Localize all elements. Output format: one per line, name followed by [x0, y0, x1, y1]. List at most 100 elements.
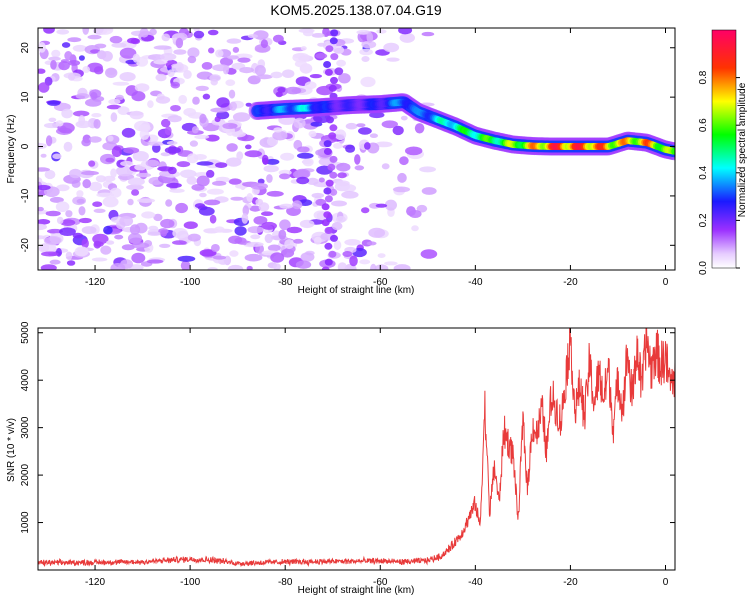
- noise-blob: [87, 34, 102, 40]
- noise-blob: [47, 100, 61, 106]
- noise-blob: [232, 46, 240, 53]
- noise-blob: [81, 138, 91, 147]
- noise-blob: [119, 72, 136, 82]
- noise-blob: [155, 73, 167, 82]
- noise-blob: [106, 104, 122, 110]
- noise-blob: [110, 112, 118, 123]
- noise-blob: [134, 120, 150, 132]
- noise-blob: [193, 154, 207, 160]
- noise-blob: [359, 259, 371, 265]
- x-tick-label: -100: [180, 577, 200, 588]
- noise-blob: [155, 96, 171, 104]
- noise-blob: [131, 252, 146, 264]
- noise-blob: [337, 262, 347, 270]
- noise-blob: [421, 31, 435, 37]
- noise-blob: [285, 86, 302, 95]
- noise-blob: [78, 206, 86, 216]
- noise-blob: [114, 234, 124, 240]
- noise-blob: [244, 150, 262, 158]
- noise-blob: [127, 232, 143, 244]
- noise-blob: [308, 130, 317, 138]
- noise-blob: [78, 217, 92, 224]
- noise-blob: [225, 79, 236, 86]
- noise-blob: [59, 227, 76, 236]
- noise-blob: [239, 67, 255, 74]
- noise-blob: [132, 151, 149, 162]
- noise-blob: [215, 162, 228, 169]
- noise-blob: [420, 249, 438, 259]
- noise-blob: [336, 180, 350, 187]
- noise-blob: [330, 29, 339, 37]
- noise-blob: [377, 253, 386, 258]
- noise-blob: [324, 68, 333, 76]
- noise-blob: [261, 211, 274, 216]
- noise-blob: [299, 219, 315, 229]
- noise-blob: [295, 260, 312, 269]
- noise-blob: [341, 191, 359, 199]
- noise-blob: [45, 135, 53, 147]
- noise-blob: [315, 149, 325, 156]
- noise-blob: [336, 162, 351, 172]
- noise-blob: [311, 33, 325, 38]
- x-tick-label: -80: [278, 277, 293, 288]
- noise-blob: [237, 57, 251, 63]
- noise-blob: [393, 264, 411, 270]
- noise-blob: [167, 69, 175, 77]
- noise-blob: [293, 117, 306, 129]
- noise-blob: [109, 35, 123, 44]
- noise-blob: [272, 34, 284, 43]
- noise-blob: [278, 229, 287, 240]
- noise-blob: [149, 28, 157, 36]
- noise-blob: [119, 47, 137, 59]
- noise-blob: [103, 225, 113, 235]
- noise-blob: [192, 96, 200, 105]
- noise-blob: [136, 172, 152, 178]
- noise-blob: [329, 37, 338, 45]
- noise-blob: [112, 81, 130, 86]
- noise-blob: [92, 201, 103, 207]
- noise-blob: [304, 81, 317, 90]
- noise-blob: [230, 196, 244, 201]
- noise-blob: [209, 74, 221, 82]
- noise-blob: [330, 53, 339, 61]
- noise-blob: [345, 144, 356, 153]
- noise-blob: [255, 198, 264, 206]
- noise-blob: [302, 157, 314, 167]
- noise-blob: [323, 140, 332, 148]
- noise-blob: [336, 59, 346, 67]
- noise-blob: [160, 152, 171, 157]
- noise-blob: [247, 34, 258, 39]
- noise-blob: [349, 255, 358, 267]
- snr-x-label: Height of straight line (km): [298, 585, 415, 596]
- noise-blob: [134, 83, 150, 92]
- noise-blob: [183, 70, 192, 79]
- spectrogram-y-axis: -20 -10 0 10 20: [20, 42, 675, 253]
- noise-blob: [345, 122, 358, 130]
- noise-blob: [153, 59, 168, 65]
- spectrogram-x-axis: -120 -100 -80 -60 -40 -20 0: [85, 28, 669, 288]
- noise-blob: [199, 113, 207, 124]
- noise-blob: [214, 226, 225, 233]
- noise-blob: [226, 143, 238, 152]
- noise-blob: [161, 118, 171, 128]
- noise-blob: [166, 141, 178, 145]
- noise-blob: [56, 29, 70, 35]
- noise-blob: [100, 245, 112, 255]
- noise-blob: [47, 228, 63, 234]
- noise-blob: [123, 147, 140, 154]
- x-tick-label: 0: [663, 577, 669, 588]
- noise-blob: [106, 240, 115, 245]
- noise-blob: [108, 98, 121, 105]
- noise-blob: [153, 45, 172, 50]
- noise-blob: [65, 251, 73, 261]
- noise-blob: [38, 142, 47, 150]
- noise-blob: [338, 73, 351, 84]
- noise-blob: [72, 44, 87, 52]
- noise-blob: [175, 62, 184, 72]
- noise-blob: [88, 160, 96, 167]
- noise-blob: [76, 190, 84, 198]
- noise-blob: [310, 121, 323, 127]
- noise-blob: [369, 111, 385, 119]
- noise-blob: [127, 177, 145, 186]
- noise-blob: [227, 264, 244, 270]
